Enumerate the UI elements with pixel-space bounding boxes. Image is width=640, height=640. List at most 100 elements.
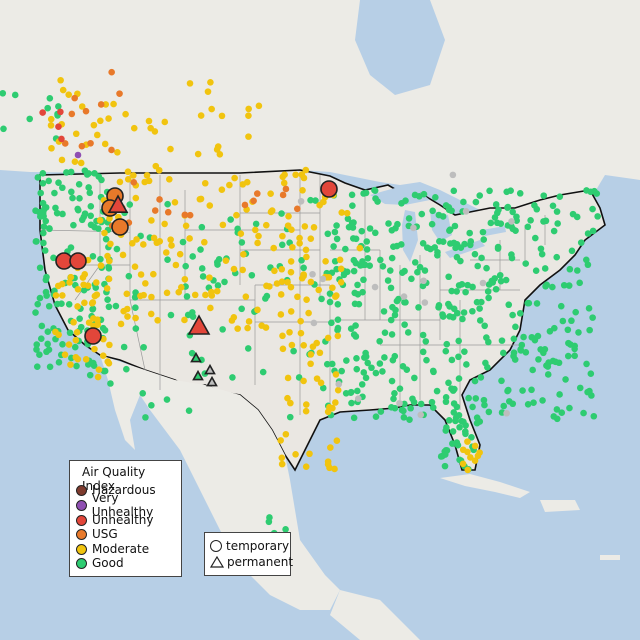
monitor-dot <box>476 449 483 456</box>
monitor-dot <box>277 311 285 318</box>
monitor-dot <box>117 320 125 328</box>
unhealthy-swatch <box>76 514 87 526</box>
monitor-dot <box>287 399 294 407</box>
monitor-dot <box>189 313 197 320</box>
monitor-dot <box>271 267 278 275</box>
monitor-dot <box>229 374 236 381</box>
monitor-dot <box>527 217 534 224</box>
monitor-dot <box>231 174 238 182</box>
monitor-dot <box>107 240 114 248</box>
monitor-dot <box>132 194 140 202</box>
monitor-dot <box>96 217 104 224</box>
monitor-dot <box>332 371 340 378</box>
monitor-dot <box>38 322 46 330</box>
monitor-dot <box>120 307 127 315</box>
monitor-dot <box>186 80 194 87</box>
monitor-dot <box>219 221 227 229</box>
monitor-dot <box>147 124 154 132</box>
monitor-dot <box>278 241 286 249</box>
monitor-dot <box>42 204 50 211</box>
monitor-dot <box>448 287 455 295</box>
monitor-dot <box>142 280 149 287</box>
lake-erie <box>445 240 485 258</box>
monitor-dot <box>360 190 367 197</box>
monitor-dot <box>105 303 113 311</box>
monitor-dot <box>439 213 447 220</box>
monitor-dot <box>66 279 73 286</box>
monitor-dot <box>218 112 226 120</box>
monitor-dot <box>377 408 385 415</box>
monitor-dot <box>140 291 147 299</box>
monitor-dot <box>464 281 471 289</box>
monitor-dot <box>450 400 458 407</box>
monitor-dot <box>534 332 542 340</box>
monitor-dot <box>544 371 552 378</box>
monitor-dot <box>587 370 595 378</box>
monitor-dot <box>366 225 374 232</box>
monitor-dot <box>252 220 260 228</box>
monitor-dot <box>100 335 107 343</box>
monitor-dot <box>277 291 285 298</box>
monitor-dot <box>513 213 520 221</box>
monitor-dot <box>439 311 446 318</box>
monitor-dot <box>132 314 139 322</box>
monitor-dot <box>93 131 101 139</box>
monitor-dot <box>89 359 97 367</box>
monitor-dot <box>594 213 601 220</box>
monitor-dot <box>471 442 479 450</box>
monitor-dot <box>128 240 136 247</box>
monitor-dot <box>415 304 422 311</box>
monitor-dot <box>288 341 296 349</box>
monitor-dot <box>105 359 113 367</box>
monitor-dot <box>39 179 47 187</box>
monitor-dot <box>442 347 450 355</box>
monitor-dot <box>553 208 561 215</box>
monitor-dot <box>399 363 407 370</box>
monitor-dot <box>40 212 47 220</box>
monitor-dot <box>356 244 364 252</box>
monitor-dot <box>85 319 93 326</box>
monitor-dot <box>353 354 360 362</box>
monitor-dot <box>564 352 572 360</box>
monitor-dot <box>391 352 399 360</box>
monitor-dot <box>457 244 465 251</box>
monitor-dot <box>481 322 488 330</box>
monitor-dot <box>302 166 310 174</box>
monitor-dot <box>116 90 123 97</box>
monitor-dot <box>334 326 341 334</box>
monitor-dot <box>284 374 292 382</box>
monitor-dot <box>130 179 138 186</box>
monitor-dot <box>87 139 94 147</box>
monitor-dot <box>334 301 342 308</box>
monitor-dot <box>171 198 179 206</box>
monitor-dot <box>297 329 305 337</box>
monitor-dot <box>230 265 238 273</box>
monitor-dot <box>507 187 514 194</box>
monitor-dot <box>396 385 404 393</box>
monitor-dot <box>198 265 206 272</box>
monitor-dot <box>284 278 291 286</box>
monitor-dot <box>120 343 128 351</box>
monitor-dot <box>218 186 226 194</box>
monitor-dot <box>132 325 140 332</box>
monitor-dot <box>106 341 113 349</box>
monitor-dot <box>102 235 110 243</box>
monitor-dot <box>307 196 314 204</box>
monitor-dot <box>307 360 314 368</box>
monitor-dot <box>130 172 137 179</box>
monitor-dot <box>408 275 415 283</box>
monitor-dot <box>464 466 472 474</box>
monitor-dot <box>145 177 153 185</box>
good-swatch <box>76 557 87 569</box>
monitor-dot <box>445 417 453 424</box>
monitor-dot <box>575 329 582 336</box>
monitor-dot <box>371 187 379 194</box>
monitor-dot <box>45 302 53 310</box>
monitor-dot <box>494 245 502 252</box>
monitor-dot <box>466 229 473 237</box>
monitor-dot <box>590 412 598 420</box>
monitor-dot <box>363 238 371 245</box>
monitor-dot <box>44 104 51 112</box>
monitor-dot <box>197 246 204 253</box>
monitor-dot <box>358 381 366 388</box>
